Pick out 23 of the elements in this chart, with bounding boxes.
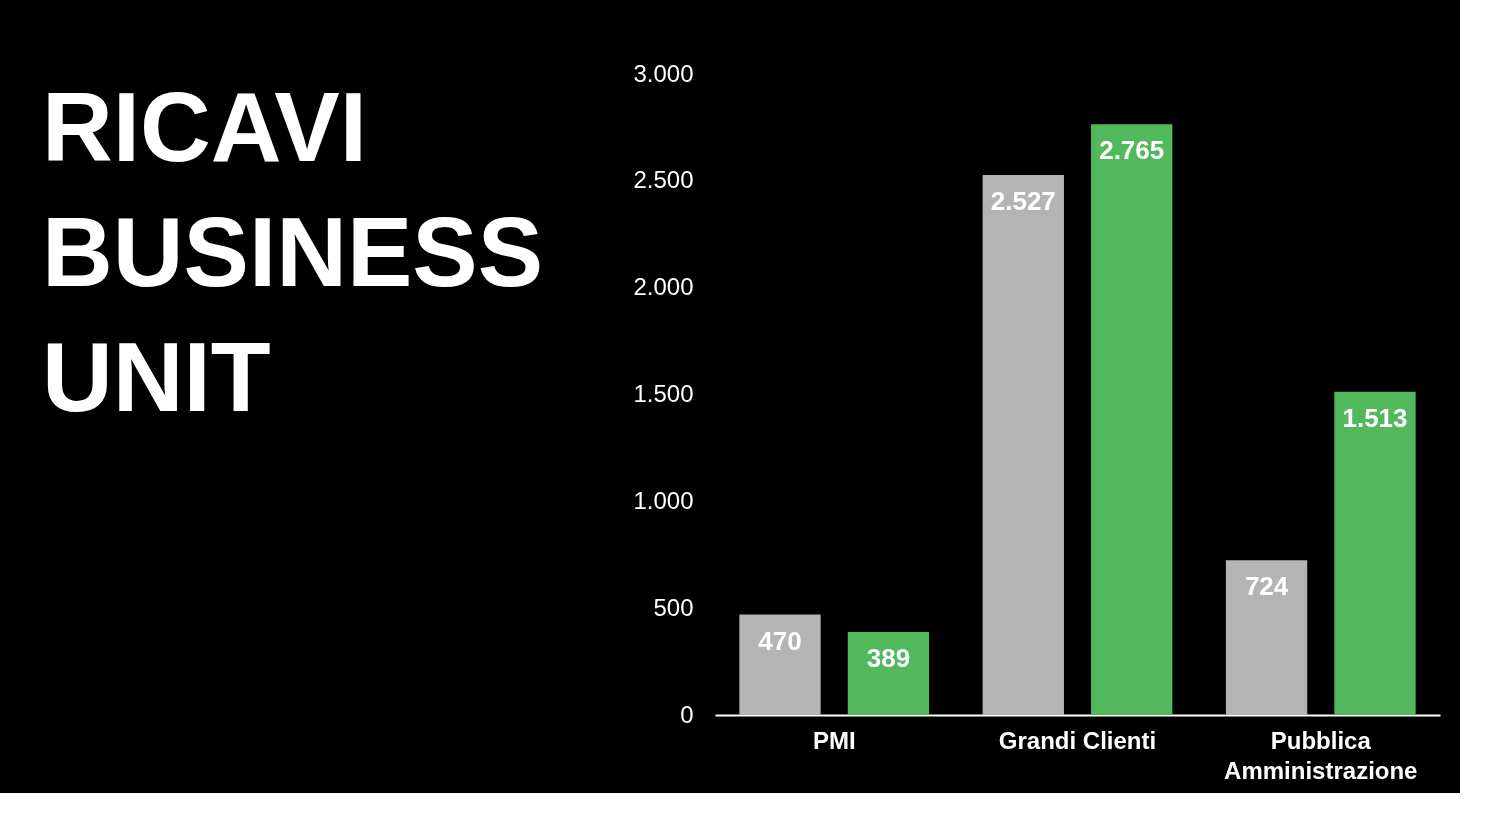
y-tick-label: 500 bbox=[653, 593, 694, 621]
bar bbox=[739, 614, 821, 715]
data-label: 2.765 bbox=[1099, 135, 1165, 166]
y-tick-label: 0 bbox=[680, 700, 694, 728]
x-tick-label: Pubblica Amministrazione bbox=[1224, 726, 1418, 784]
bar bbox=[1225, 560, 1308, 715]
x-tick-label: Grandi Clienti bbox=[998, 726, 1157, 754]
bar bbox=[982, 175, 1064, 715]
data-label: 389 bbox=[866, 642, 911, 673]
x-tick-label: PMI bbox=[812, 726, 856, 754]
y-tick-label: 2.500 bbox=[633, 166, 694, 194]
y-tick-label: 2.000 bbox=[633, 273, 694, 301]
data-label: 1.513 bbox=[1342, 402, 1408, 433]
data-label: 470 bbox=[758, 625, 802, 656]
y-tick-label: 1.000 bbox=[633, 486, 694, 514]
data-label: 2.527 bbox=[990, 186, 1056, 217]
text: RICAVI BUSINESS UNIT bbox=[42, 72, 544, 432]
y-tick-label: 1.500 bbox=[633, 380, 694, 407]
bar bbox=[1091, 124, 1173, 715]
y-tick-label: 3.000 bbox=[633, 59, 694, 87]
bar bbox=[1334, 391, 1416, 715]
data-label: 724 bbox=[1244, 571, 1289, 602]
bar bbox=[847, 631, 930, 715]
